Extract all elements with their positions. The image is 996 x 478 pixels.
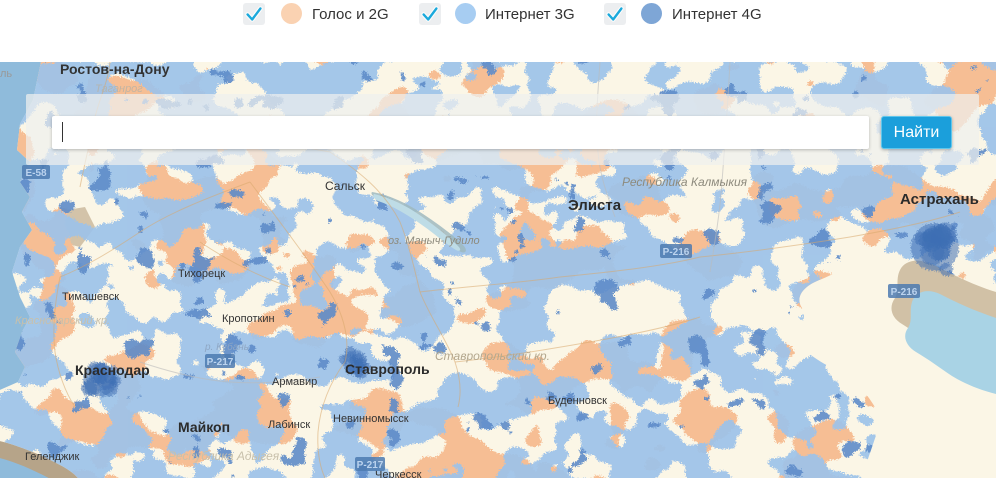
svg-text:Республика Адыгея: Республика Адыгея — [168, 449, 280, 463]
svg-text:Лабинск: Лабинск — [268, 419, 310, 431]
svg-text:Краснодар: Краснодар — [75, 362, 150, 378]
svg-text:Майкоп: Майкоп — [178, 419, 230, 435]
svg-text:Буденновск: Буденновск — [548, 395, 607, 407]
svg-text:Элиста: Элиста — [568, 197, 622, 214]
svg-text:Тихорецк: Тихорецк — [178, 268, 225, 280]
svg-text:Тимашевск: Тимашевск — [62, 291, 119, 303]
svg-text:оз. Маныч-Гудило: оз. Маныч-Гудило — [388, 235, 480, 247]
svg-text:Невинномысск: Невинномысск — [333, 413, 409, 425]
svg-text:р. Кубань: р. Кубань — [204, 341, 249, 353]
svg-text:Р-216: Р-216 — [663, 247, 690, 258]
svg-text:Р-217: Р-217 — [357, 460, 384, 471]
svg-text:Астрахань: Астрахань — [900, 191, 979, 208]
svg-text:Ростов-на-Дону: Ростов-на-Дону — [60, 62, 170, 77]
svg-text:Ставропольский кр.: Ставропольский кр. — [435, 349, 550, 363]
svg-text:E-58: E-58 — [25, 168, 47, 179]
svg-text:Республика Калмыкия: Республика Калмыкия — [622, 175, 748, 189]
svg-text:Сальск: Сальск — [325, 179, 366, 193]
svg-text:Кропоткин: Кропоткин — [222, 313, 275, 325]
svg-text:Геленджик: Геленджик — [25, 451, 80, 463]
svg-text:Ставрополь: Ставрополь — [345, 361, 430, 377]
svg-text:Краснодарский кр.: Краснодарский кр. — [15, 315, 110, 327]
svg-text:Р-217: Р-217 — [207, 357, 234, 368]
svg-text:Армавир: Армавир — [272, 376, 317, 388]
svg-text:Р-216: Р-216 — [891, 287, 918, 298]
svg-text:ль: ль — [0, 68, 12, 80]
